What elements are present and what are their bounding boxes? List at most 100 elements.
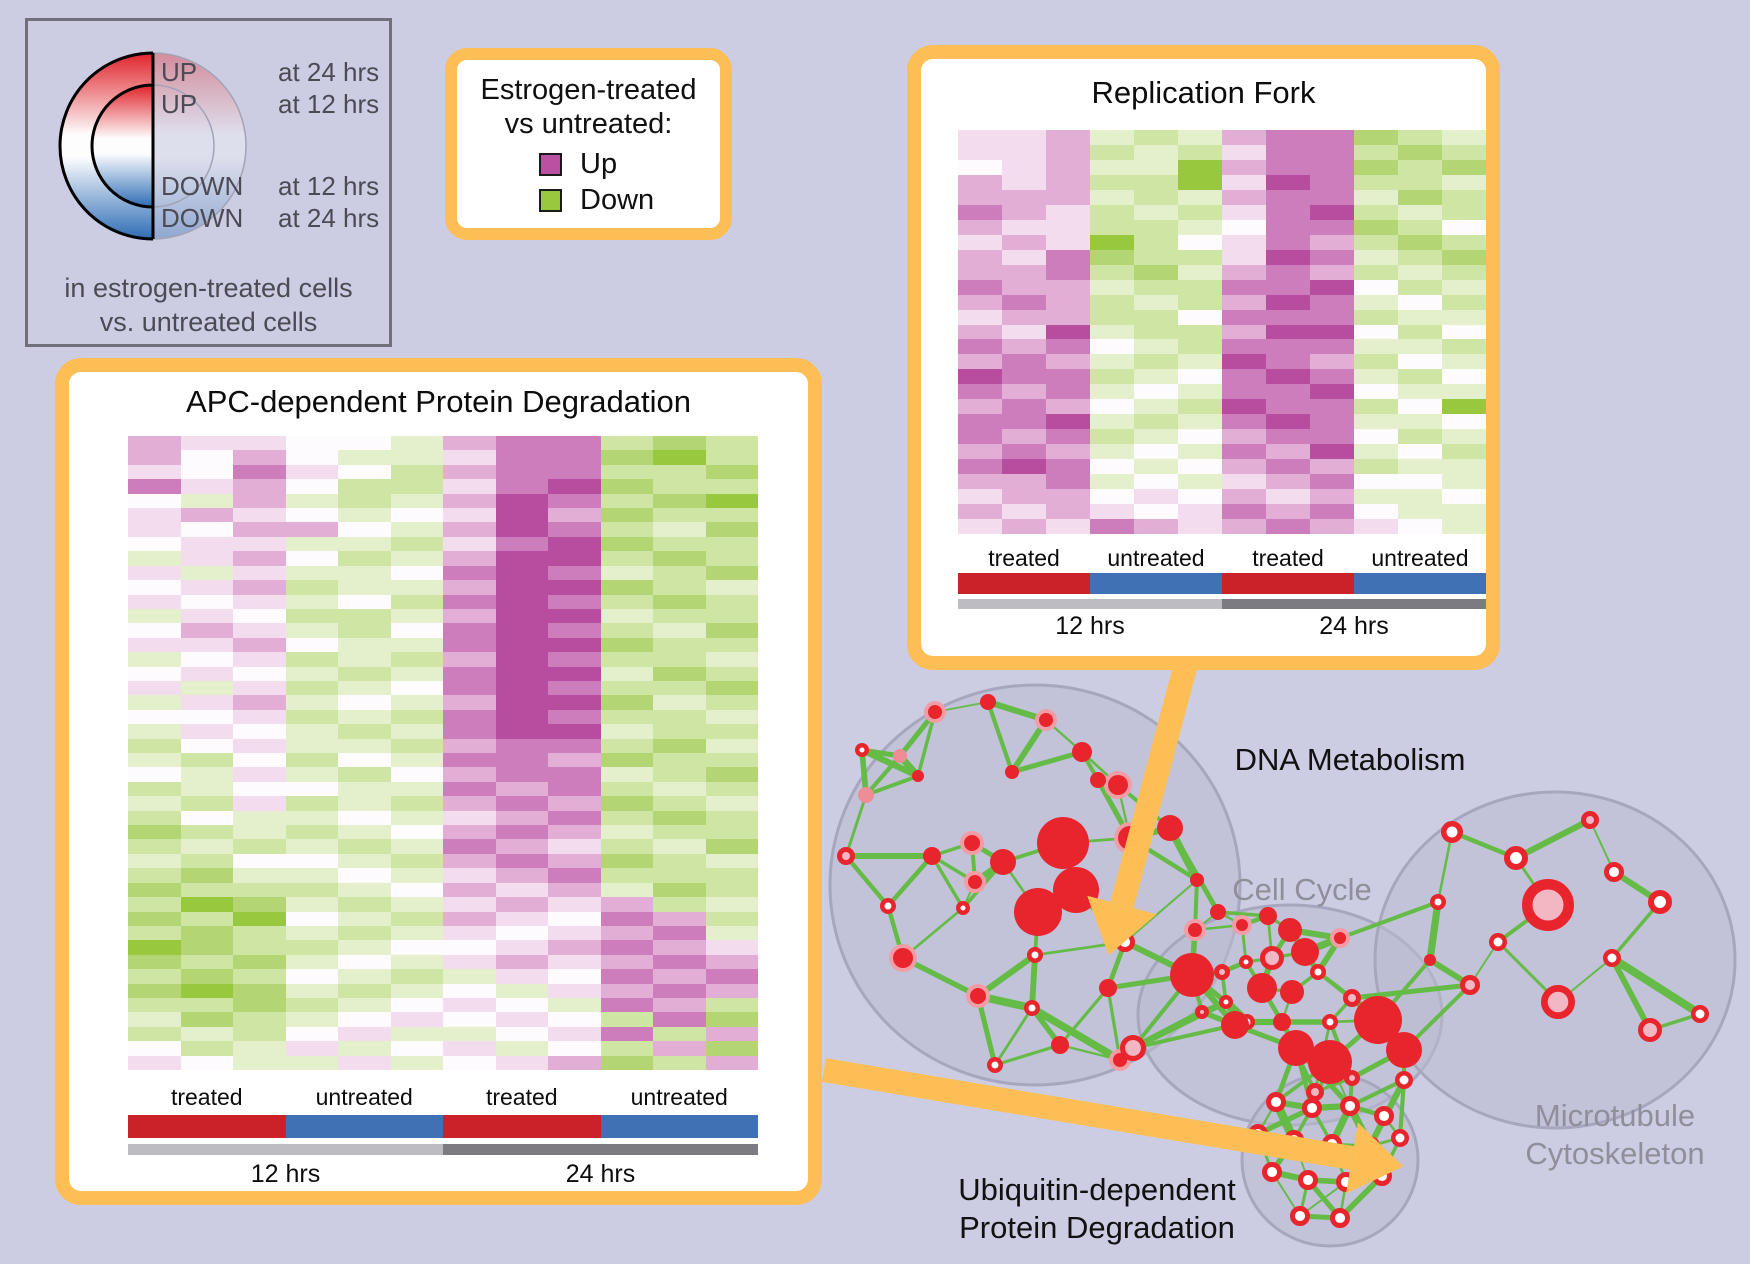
network-node: [1395, 1071, 1413, 1089]
network-bridge-edge: [1339, 900, 1439, 940]
rf-group-labels: treated untreated treated untreated: [958, 545, 1486, 572]
heatmap-cell: [600, 479, 653, 494]
heatmap-cell: [285, 983, 338, 998]
heatmap-cell: [1178, 339, 1222, 355]
heatmap-cell: [600, 983, 653, 998]
network-edge: [1058, 986, 1110, 1047]
heatmap-cell: [548, 997, 601, 1013]
heatmap-cell: [180, 983, 233, 998]
heatmap-cell: [285, 493, 338, 509]
heatmap-cell: [548, 680, 601, 696]
network-node: [1603, 949, 1621, 967]
heatmap-cell: [338, 493, 391, 509]
heatmap-cell: [653, 897, 706, 912]
heatmap-cell: [1398, 174, 1442, 190]
network-node: [1247, 973, 1277, 1003]
heatmap-cell: [180, 536, 233, 552]
heatmap-cell: [338, 508, 391, 523]
heatmap-cell: [390, 724, 443, 739]
heatmap-cell: [390, 652, 443, 667]
heatmap-cell: [390, 464, 443, 480]
heatmap-cell: [1222, 189, 1266, 205]
heatmap-cell: [128, 594, 181, 609]
heatmap-cell: [1266, 519, 1310, 534]
network-node: [1504, 846, 1529, 871]
cluster-label-cell-cycle: Cell Cycle: [1232, 872, 1372, 907]
heatmap-cell: [705, 767, 758, 782]
apc-condition-bar: [128, 1115, 758, 1138]
heatmap-cell: [390, 767, 443, 782]
heatmap-cell: [338, 464, 391, 480]
down-label: Down: [580, 184, 655, 216]
heatmap-cell: [1398, 489, 1442, 505]
heatmap-cell: [443, 565, 496, 581]
heatmap-cell: [1134, 414, 1178, 430]
heatmap-cell: [1002, 264, 1046, 280]
heatmap-cell: [548, 666, 601, 681]
rf-time-labels: 12 hrs 24 hrs: [958, 612, 1486, 641]
heatmap-cell: [705, 897, 758, 912]
treated-bar-segment: [958, 573, 1090, 594]
heatmap-cell: [180, 623, 233, 638]
color-legend-box: Estrogen-treated vs untreated: Up Down: [445, 48, 732, 240]
heatmap-cell: [1134, 354, 1178, 370]
heatmap-cell: [1002, 219, 1046, 235]
heatmap-cell: [390, 1041, 443, 1056]
heatmap-cell: [233, 580, 286, 595]
heatmap-cell: [233, 839, 286, 854]
heatmap-cell: [390, 997, 443, 1013]
heatmap-cell: [1266, 459, 1310, 475]
heatmap-cell: [1442, 399, 1486, 415]
heatmap-cell: [338, 738, 391, 753]
heatmap-cell: [128, 810, 181, 826]
heatmap-cell: [180, 608, 233, 624]
heatmap-cell: [1398, 234, 1442, 250]
heatmap-cell: [443, 997, 496, 1013]
heatmap-cell: [128, 781, 181, 797]
heatmap-cell: [600, 508, 653, 523]
heatmap-cell: [1090, 219, 1134, 235]
heatmap-cell: [495, 738, 548, 753]
network-node: [1236, 919, 1248, 931]
heatmap-cell: [1178, 130, 1222, 145]
heatmap-cell: [180, 767, 233, 782]
heatmap-cell: [1134, 399, 1178, 415]
network-node: [1310, 964, 1326, 980]
heatmap-cell: [233, 882, 286, 898]
heatmap-cell: [128, 825, 181, 840]
network-node: [893, 749, 907, 763]
heatmap-cell: [338, 637, 391, 653]
heatmap-cell: [233, 825, 286, 840]
heatmap-cell: [1310, 249, 1354, 265]
network-edge: [916, 711, 937, 777]
heatmap-cell: [285, 680, 338, 696]
heatmap-cell: [233, 536, 286, 552]
heatmap-cell: [548, 781, 601, 797]
heatmap-cell: [1354, 264, 1398, 280]
heatmap-cell: [1090, 130, 1134, 145]
heatmap-cell: [1046, 219, 1090, 235]
heatmap-cell: [180, 580, 233, 595]
heatmap-cell: [1310, 519, 1354, 534]
heatmap-cell: [128, 969, 181, 984]
heatmap-cell: [128, 925, 181, 941]
heatmap-cell: [1046, 504, 1090, 520]
network-edge: [844, 794, 868, 857]
hrs12-bar-segment: [958, 599, 1222, 609]
network-edge: [1029, 954, 1038, 1009]
heatmap-cell: [443, 969, 496, 984]
heatmap-cell: [653, 940, 706, 955]
heatmap-cell: [705, 853, 758, 869]
heatmap-cell: [443, 623, 496, 638]
heatmap-cell: [443, 810, 496, 826]
heatmap-cell: [443, 479, 496, 494]
heatmap-cell: [653, 882, 706, 898]
heatmap-cell: [1090, 189, 1134, 205]
heatmap-cell: [495, 940, 548, 955]
heatmap-cell: [653, 493, 706, 509]
network-node: [1581, 811, 1599, 829]
heatmap-cell: [1090, 279, 1134, 295]
heatmap-cell: [958, 174, 1002, 190]
heatmap-cell: [653, 753, 706, 768]
network-node: [1157, 815, 1183, 841]
